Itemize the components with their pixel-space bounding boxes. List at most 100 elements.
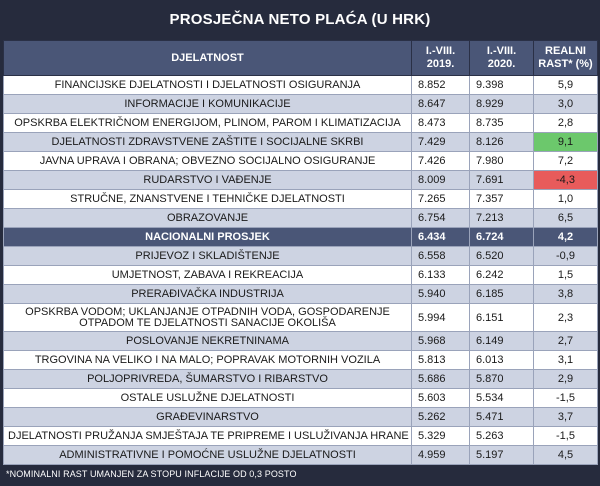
growth-cell: 1,5 — [533, 265, 598, 285]
salary-2019-cell: 8.852 — [411, 75, 470, 95]
activity-cell: DJELATNOSTI ZDRAVSTVENE ZAŠTITE I SOCIJA… — [3, 132, 412, 152]
salary-2020-cell: 6.242 — [469, 265, 534, 285]
salary-2019-cell: 8.473 — [411, 113, 470, 133]
salary-2019-cell: 5.813 — [411, 350, 470, 370]
salary-2019-cell: 5.603 — [411, 388, 470, 408]
table-row: PRERAĐIVAČKA INDUSTRIJA 5.940 6.185 3,8 — [3, 284, 598, 304]
growth-cell: 7,2 — [533, 151, 598, 171]
activity-cell: RUDARSTVO I VAĐENJE — [3, 170, 412, 190]
activity-cell: UMJETNOST, ZABAVA I REKREACIJA — [3, 265, 412, 285]
salary-2019-cell: 6.754 — [411, 208, 470, 228]
growth-cell: 2,9 — [533, 369, 598, 389]
salary-2020-cell: 6.185 — [469, 284, 534, 304]
footnote: *NOMINALNI RAST UMANJEN ZA STOPU INFLACI… — [6, 469, 297, 479]
table-row: OPSKRBA VODOM; UKLANJANJE OTPADNIH VODA,… — [3, 303, 598, 332]
header-growth: REALNI RAST* (%) — [533, 40, 598, 76]
activity-cell: GRAĐEVINARSTVO — [3, 407, 412, 427]
salary-2020-cell: 8.735 — [469, 113, 534, 133]
growth-cell: 3,0 — [533, 94, 598, 114]
header-growth-line2: RAST* (%) — [538, 58, 593, 70]
table-row: JAVNA UPRAVA I OBRANA; OBVEZNO SOCIJALNO… — [3, 151, 598, 171]
table-row: UMJETNOST, ZABAVA I REKREACIJA 6.133 6.2… — [3, 265, 598, 285]
salary-2020-cell: 7.357 — [469, 189, 534, 209]
table-row: GRAĐEVINARSTVO 5.262 5.471 3,7 — [3, 407, 598, 427]
table-row: POLJOPRIVREDA, ŠUMARSTVO I RIBARSTVO 5.6… — [3, 369, 598, 389]
salary-2019-cell: 5.262 — [411, 407, 470, 427]
activity-cell: PRERAĐIVAČKA INDUSTRIJA — [3, 284, 412, 304]
salary-2020-cell: 5.263 — [469, 426, 534, 446]
salary-2020-cell: 6.724 — [469, 227, 534, 247]
activity-cell: PRIJEVOZ I SKLADIŠTENJE — [3, 246, 412, 266]
activity-cell: TRGOVINA NA VELIKO I NA MALO; POPRAVAK M… — [3, 350, 412, 370]
salary-2020-cell: 5.471 — [469, 407, 534, 427]
activity-cell: OPSKRBA VODOM; UKLANJANJE OTPADNIH VODA,… — [3, 303, 412, 332]
header-2019: I.-VIII. 2019. — [411, 40, 470, 76]
growth-cell-highlight-negative: -4,3 — [533, 170, 598, 190]
table-row: OSTALE USLUŽNE DJELATNOSTI 5.603 5.534 -… — [3, 388, 598, 408]
header-growth-line1: REALNI — [545, 45, 586, 57]
salary-2020-cell: 9.398 — [469, 75, 534, 95]
header-2020: I.-VIII. 2020. — [469, 40, 534, 76]
activity-cell: POSLOVANJE NEKRETNINAMA — [3, 331, 412, 351]
salary-2019-cell: 5.940 — [411, 284, 470, 304]
table-row: OPSKRBA ELEKTRIČNOM ENERGIJOM, PLINOM, P… — [3, 113, 598, 133]
growth-cell: 4,5 — [533, 445, 598, 465]
header-2019-line2: 2019. — [426, 58, 455, 70]
growth-cell: 2,3 — [533, 303, 598, 332]
page-title: PROSJEČNA NETO PLAĆA (U HRK) — [169, 11, 431, 28]
salary-2020-cell: 6.013 — [469, 350, 534, 370]
salary-2020-cell: 7.691 — [469, 170, 534, 190]
salary-2019-cell: 7.265 — [411, 189, 470, 209]
header-2020-line1: I.-VIII. — [486, 45, 517, 57]
growth-cell: 3,7 — [533, 407, 598, 427]
activity-cell: POLJOPRIVREDA, ŠUMARSTVO I RIBARSTVO — [3, 369, 412, 389]
table-row: OBRAZOVANJE 6.754 7.213 6,5 — [3, 208, 598, 228]
salary-2020-cell: 7.980 — [469, 151, 534, 171]
activity-cell: OBRAZOVANJE — [3, 208, 412, 228]
growth-cell: 5,9 — [533, 75, 598, 95]
table-header-row: DJELATNOST I.-VIII. 2019. I.-VIII. 2020.… — [3, 40, 598, 76]
salary-2019-cell: 5.994 — [411, 303, 470, 332]
growth-cell: 3,8 — [533, 284, 598, 304]
salary-2019-cell: 7.426 — [411, 151, 470, 171]
header-activity: DJELATNOST — [3, 40, 412, 76]
table-row: STRUČNE, ZNANSTVENE I TEHNIČKE DJELATNOS… — [3, 189, 598, 209]
salary-2020-cell: 6.520 — [469, 246, 534, 266]
growth-cell: -0,9 — [533, 246, 598, 266]
salary-2020-cell: 7.213 — [469, 208, 534, 228]
growth-cell: 2,7 — [533, 331, 598, 351]
table-row: INFORMACIJE I KOMUNIKACIJE 8.647 8.929 3… — [3, 94, 598, 114]
salary-2020-cell: 6.151 — [469, 303, 534, 332]
table-row: DJELATNOSTI PRUŽANJA SMJEŠTAJA TE PRIPRE… — [3, 426, 598, 446]
growth-cell: 2,8 — [533, 113, 598, 133]
table-row: DJELATNOSTI ZDRAVSTVENE ZAŠTITE I SOCIJA… — [3, 132, 598, 152]
salary-2020-cell: 8.126 — [469, 132, 534, 152]
salary-2019-cell: 5.329 — [411, 426, 470, 446]
growth-cell: 4,2 — [533, 227, 598, 247]
activity-cell: DJELATNOSTI PRUŽANJA SMJEŠTAJA TE PRIPRE… — [3, 426, 412, 446]
activity-cell: OPSKRBA ELEKTRIČNOM ENERGIJOM, PLINOM, P… — [3, 113, 412, 133]
activity-cell: JAVNA UPRAVA I OBRANA; OBVEZNO SOCIJALNO… — [3, 151, 412, 171]
national-average-row: NACIONALNI PROSJEK 6.434 6.724 4,2 — [3, 227, 598, 247]
activity-cell: STRUČNE, ZNANSTVENE I TEHNIČKE DJELATNOS… — [3, 189, 412, 209]
growth-cell-highlight-positive: 9,1 — [533, 132, 598, 152]
salary-2019-cell: 6.434 — [411, 227, 470, 247]
salary-2019-cell: 4.959 — [411, 445, 470, 465]
salary-2020-cell: 5.870 — [469, 369, 534, 389]
activity-cell: INFORMACIJE I KOMUNIKACIJE — [3, 94, 412, 114]
activity-cell: FINANCIJSKE DJELATNOSTI I DJELATNOSTI OS… — [3, 75, 412, 95]
table-row: RUDARSTVO I VAĐENJE 8.009 7.691 -4,3 — [3, 170, 598, 190]
activity-cell: OSTALE USLUŽNE DJELATNOSTI — [3, 388, 412, 408]
growth-cell: 6,5 — [533, 208, 598, 228]
salary-2019-cell: 6.133 — [411, 265, 470, 285]
salary-2020-cell: 5.534 — [469, 388, 534, 408]
salary-table: DJELATNOST I.-VIII. 2019. I.-VIII. 2020.… — [3, 40, 598, 465]
growth-cell: -1,5 — [533, 426, 598, 446]
salary-2019-cell: 5.968 — [411, 331, 470, 351]
salary-2019-cell: 7.429 — [411, 132, 470, 152]
table-row: PRIJEVOZ I SKLADIŠTENJE 6.558 6.520 -0,9 — [3, 246, 598, 266]
activity-cell: ADMINISTRATIVNE I POMOĆNE USLUŽNE DJELAT… — [3, 445, 412, 465]
salary-2020-cell: 8.929 — [469, 94, 534, 114]
salary-2020-cell: 5.197 — [469, 445, 534, 465]
growth-cell: -1,5 — [533, 388, 598, 408]
